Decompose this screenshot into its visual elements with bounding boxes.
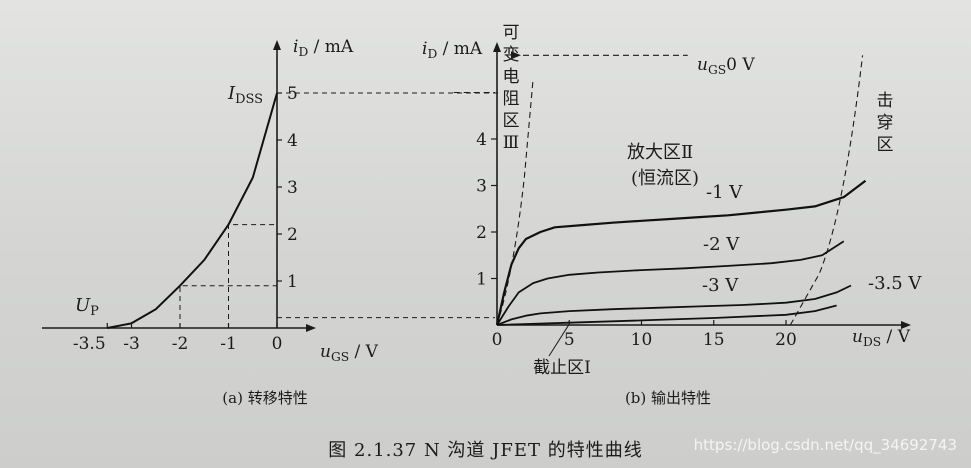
y-tick-label: 4 [287, 131, 298, 151]
region-cutoff: 截止区Ⅰ [533, 358, 591, 378]
series-label-4: -3.5 V [868, 273, 922, 294]
y-tick-label: 1 [476, 270, 487, 290]
y-axis-label: iD / mA [422, 39, 483, 61]
y-tick-label: 4 [476, 130, 487, 150]
region-variable-resistance-char: 区 [503, 111, 520, 131]
ugs0-arrowhead [511, 51, 522, 60]
y-tick-label: 3 [476, 177, 487, 197]
up-label: UP [75, 295, 99, 319]
x-tick-label: -3 [123, 334, 140, 354]
x-tick-label: -2 [172, 334, 189, 354]
region-variable-resistance-char: 变 [503, 45, 520, 65]
output-curve-2 [496, 240, 845, 326]
series-label-2: -2 V [703, 234, 740, 255]
watermark: https://blog.csdn.net/qq_34692743 [693, 436, 957, 454]
x-tick-label: 5 [564, 330, 575, 350]
y-tick-label: 2 [287, 225, 298, 245]
y-axis-arrow [493, 42, 501, 52]
region-amplify: 放大区Ⅱ [627, 142, 693, 163]
x-axis-label: uDS / V [852, 327, 911, 349]
region-constant-current: (恒流区) [631, 168, 699, 189]
breakdown-boundary [789, 55, 864, 326]
figure-caption: 图 2.1.37 N 沟道 JFET 的特性曲线 [328, 440, 643, 461]
region-breakdown-char: 穿 [877, 113, 894, 133]
x-axis-arrow [306, 324, 316, 332]
region-variable-resistance-char: Ⅲ [503, 133, 519, 153]
x-tick-label: 0 [272, 334, 283, 354]
series-label-3: -3 V [702, 275, 739, 296]
y-axis-arrow [273, 40, 281, 50]
guide-ugs-minus1 [228, 224, 277, 328]
panel-transfer-characteristic: -3.5 -3 -2 -1 0 1 2 3 4 5 iD / mA uGS / V IDSS UP (a) … [42, 37, 502, 407]
x-tick-label: -3.5 [73, 334, 106, 354]
region-variable-resistance-char: 可 [503, 23, 520, 43]
cutoff-leader [548, 323, 570, 357]
output-curve-4 [496, 304, 837, 326]
x-tick-label: -1 [220, 334, 237, 354]
x-tick-label: 20 [775, 330, 797, 350]
output-curve-1 [495, 179, 867, 326]
idss-label: IDSS [227, 83, 263, 107]
y-tick-label: 5 [287, 84, 298, 104]
y-tick-label: 2 [476, 223, 487, 243]
x-tick-label: 0 [492, 330, 503, 350]
y-axis-label: iD / mA [293, 37, 354, 59]
panel-output-characteristic: 0 5 10 15 20 1 2 3 4 -1 V -2 V -3 V -3.5 V uGS0 V iD /… [422, 23, 922, 407]
region-variable-resistance-char: 电 [503, 67, 520, 87]
transfer-curve [107, 92, 278, 329]
x-axis-label: uGS / V [320, 342, 379, 364]
region-breakdown-char: 击 [877, 91, 894, 111]
x-tick-label: 15 [703, 330, 725, 350]
y-tick-label: 3 [287, 178, 298, 198]
subtitle-transfer: (a) 转移特性 [222, 389, 307, 407]
region-breakdown-char: 区 [877, 135, 894, 155]
x-axis-arrow [901, 321, 911, 329]
output-curve-3 [496, 284, 852, 326]
series-label-0: uGS0 V [697, 55, 755, 77]
series-label-1: -1 V [706, 182, 743, 203]
x-tick-label: 10 [631, 330, 653, 350]
subtitle-output: (b) 输出特性 [625, 389, 711, 407]
y-tick-label: 1 [287, 272, 298, 292]
region-variable-resistance-char: 阻 [503, 89, 520, 109]
